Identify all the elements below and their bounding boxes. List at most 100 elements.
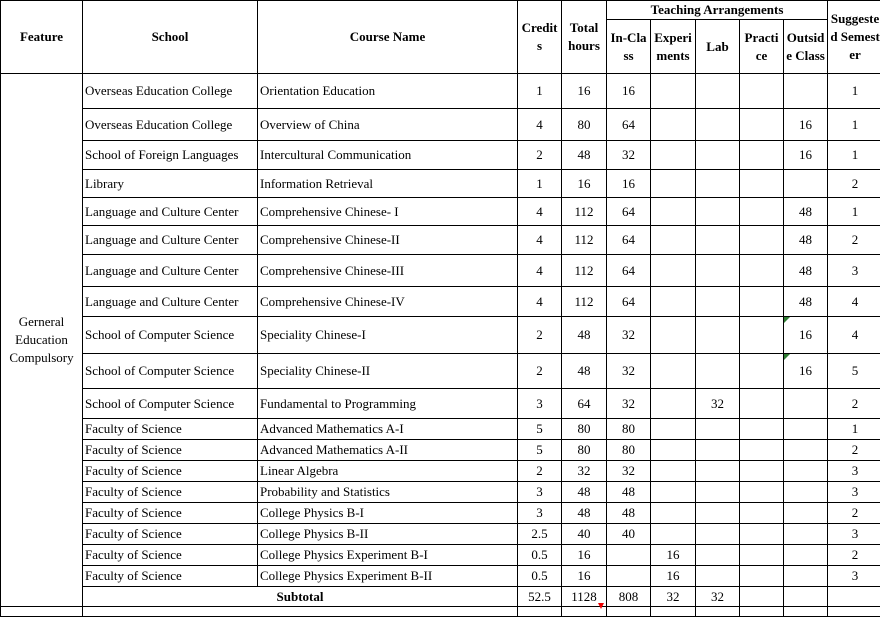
- credits-cell: 2: [518, 461, 562, 482]
- header-course: Course Name: [258, 1, 518, 74]
- subtotal-in_class: 808: [607, 587, 651, 607]
- practice-cell: [740, 170, 784, 198]
- total-cell: 48: [562, 482, 607, 503]
- experiments-value: 16: [667, 568, 680, 583]
- course-cell: Linear Algebra: [258, 461, 518, 482]
- in_class-cell: 64: [607, 226, 651, 255]
- course-cell: Overview of China: [258, 109, 518, 141]
- semester-value: 3: [852, 484, 859, 499]
- credits-cell: 0.5: [518, 545, 562, 566]
- total-value: 16: [578, 176, 591, 191]
- practice-cell: [740, 354, 784, 389]
- experiments-cell: [651, 461, 696, 482]
- experiments-cell: [651, 354, 696, 389]
- in_class-value: 64: [622, 294, 635, 309]
- school-cell: Faculty of Science: [83, 566, 258, 587]
- table-row: [1, 607, 880, 617]
- credits-value: 3: [536, 396, 543, 411]
- total-value: 112: [574, 232, 593, 247]
- experiments-cell: 16: [651, 566, 696, 587]
- total-cell: 48: [562, 354, 607, 389]
- total-value: 48: [578, 505, 591, 520]
- lab-cell: [696, 141, 740, 170]
- practice-cell: [740, 317, 784, 354]
- credits-value: 5: [536, 442, 543, 457]
- semester-value: 2: [852, 505, 859, 520]
- practice-cell: [740, 524, 784, 545]
- total-cell: 16: [562, 566, 607, 587]
- total-value: 32: [578, 463, 591, 478]
- lab-cell: [696, 317, 740, 354]
- outside-value: 16: [799, 147, 812, 162]
- outside-cell: 48: [784, 226, 828, 255]
- semester-value: 1: [852, 421, 859, 436]
- header-total-hours: Total hours: [562, 1, 607, 74]
- school-cell: Faculty of Science: [83, 482, 258, 503]
- header-teaching-arrangements: Teaching Arrangements: [607, 1, 828, 20]
- school-cell: School of Computer Science: [83, 354, 258, 389]
- semester-cell: 1: [828, 74, 880, 109]
- outside-cell: 16: [784, 317, 828, 354]
- credits-value: 4: [536, 263, 543, 278]
- in_class-value: 48: [622, 505, 635, 520]
- semester-value: 3: [852, 526, 859, 541]
- in_class-cell: 48: [607, 503, 651, 524]
- course-cell: Orientation Education: [258, 74, 518, 109]
- subtotal-credits: 52.5: [518, 587, 562, 607]
- outside-cell: 48: [784, 198, 828, 226]
- course-cell: Comprehensive Chinese-II: [258, 226, 518, 255]
- semester-cell: 3: [828, 566, 880, 587]
- in_class-value: 32: [622, 463, 635, 478]
- semester-value: 3: [852, 463, 859, 478]
- in_class-value: 80: [622, 421, 635, 436]
- total-value: 80: [578, 117, 591, 132]
- semester-cell: 1: [828, 419, 880, 440]
- semester-cell: 5: [828, 354, 880, 389]
- total-cell: 40: [562, 524, 607, 545]
- outside-cell: 48: [784, 287, 828, 317]
- total-cell: 16: [562, 170, 607, 198]
- experiments-cell: [651, 482, 696, 503]
- total-cell: 80: [562, 419, 607, 440]
- in_class-cell: [607, 566, 651, 587]
- course-cell: Comprehensive Chinese-III: [258, 255, 518, 287]
- total-cell: 80: [562, 440, 607, 461]
- credits-value: 4: [536, 294, 543, 309]
- semester-value: 2: [852, 176, 859, 191]
- credits-cell: 5: [518, 440, 562, 461]
- practice-cell: [740, 141, 784, 170]
- credits-value: 4: [536, 204, 543, 219]
- subtotal-experiments: 32: [651, 587, 696, 607]
- in_class-value: 32: [622, 396, 635, 411]
- experiments-cell: [651, 170, 696, 198]
- in_class-value: 16: [622, 176, 635, 191]
- school-cell: Language and Culture Center: [83, 226, 258, 255]
- semester-cell: 2: [828, 389, 880, 419]
- total-cell: 112: [562, 287, 607, 317]
- school-cell: Library: [83, 170, 258, 198]
- course-cell: Probability and Statistics: [258, 482, 518, 503]
- semester-value: 1: [852, 147, 859, 162]
- experiments-cell: [651, 440, 696, 461]
- school-cell: Overseas Education College: [83, 109, 258, 141]
- total-cell: 16: [562, 74, 607, 109]
- practice-cell: [740, 545, 784, 566]
- school-cell: School of Foreign Languages: [83, 141, 258, 170]
- credits-cell: 4: [518, 255, 562, 287]
- school-cell: Faculty of Science: [83, 440, 258, 461]
- outside-cell: [784, 74, 828, 109]
- credits-cell: 1: [518, 170, 562, 198]
- course-cell: Intercultural Communication: [258, 141, 518, 170]
- semester-value: 2: [852, 442, 859, 457]
- in_class-cell: 48: [607, 482, 651, 503]
- total-cell: 16: [562, 545, 607, 566]
- semester-value: 1: [852, 204, 859, 219]
